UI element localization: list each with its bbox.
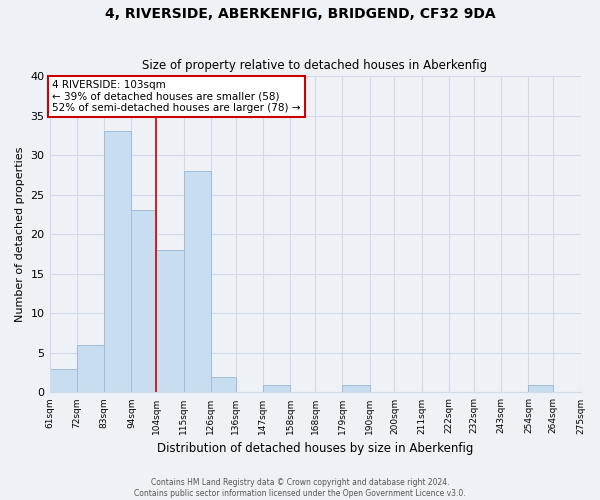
Bar: [263, 384, 290, 392]
X-axis label: Distribution of detached houses by size in Aberkenfig: Distribution of detached houses by size …: [157, 442, 473, 455]
Title: Size of property relative to detached houses in Aberkenfig: Size of property relative to detached ho…: [142, 59, 488, 72]
Text: Contains HM Land Registry data © Crown copyright and database right 2024.
Contai: Contains HM Land Registry data © Crown c…: [134, 478, 466, 498]
Bar: [156, 250, 184, 392]
Text: 4, RIVERSIDE, ABERKENFIG, BRIDGEND, CF32 9DA: 4, RIVERSIDE, ABERKENFIG, BRIDGEND, CF32…: [104, 8, 496, 22]
Bar: [343, 384, 370, 392]
Y-axis label: Number of detached properties: Number of detached properties: [15, 146, 25, 322]
Bar: [184, 171, 211, 392]
Bar: [529, 384, 553, 392]
Bar: [131, 210, 156, 392]
Text: 4 RIVERSIDE: 103sqm
← 39% of detached houses are smaller (58)
52% of semi-detach: 4 RIVERSIDE: 103sqm ← 39% of detached ho…: [52, 80, 301, 113]
Bar: [50, 368, 77, 392]
Bar: [211, 376, 236, 392]
Bar: [104, 132, 131, 392]
Bar: [77, 345, 104, 393]
